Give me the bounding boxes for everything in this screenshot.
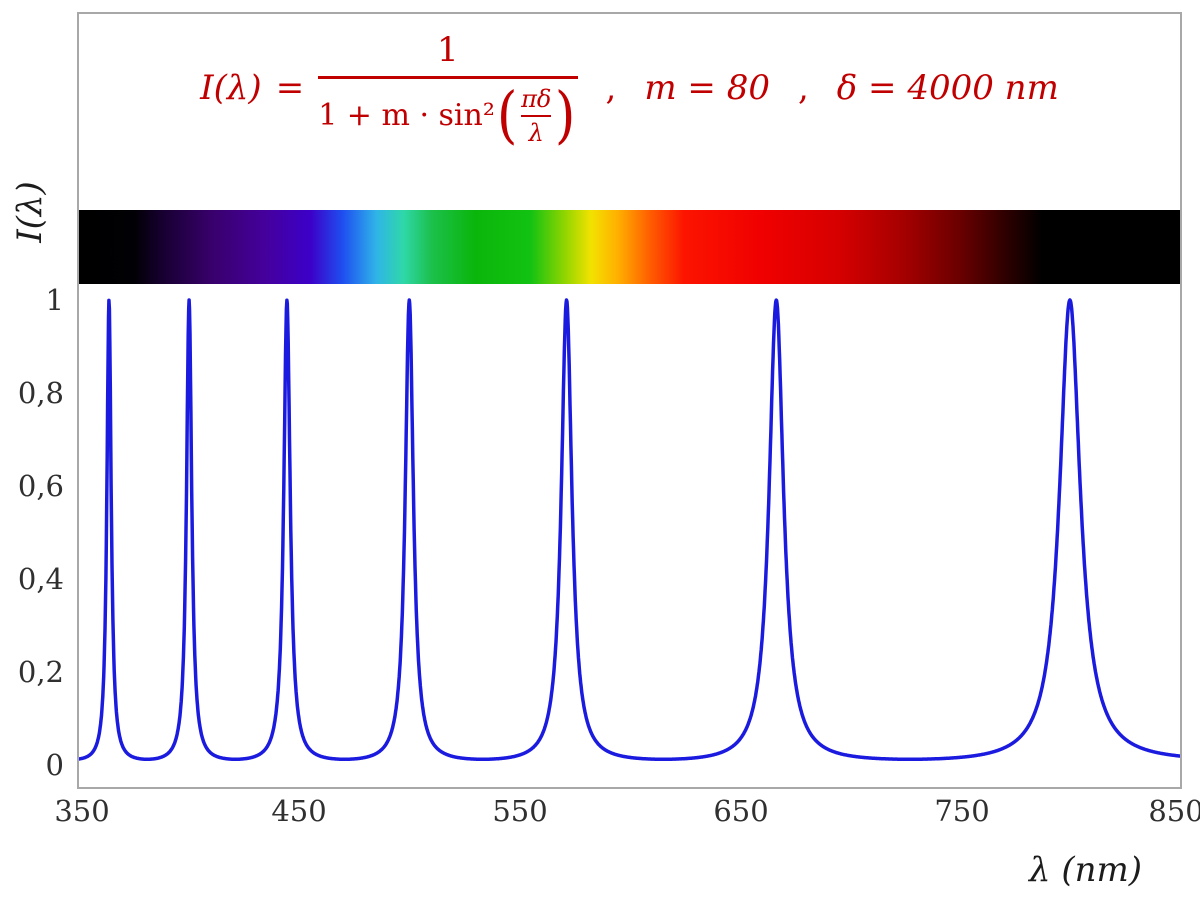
inner-numerator: πδ <box>521 84 552 113</box>
y-axis-title: I(λ) <box>10 181 50 243</box>
visible-spectrum-bar <box>79 210 1180 284</box>
fraction-numerator: 1 <box>437 30 459 70</box>
denominator-prefix: 1 + m · sin² <box>318 98 495 134</box>
x-tick-label: 350 <box>54 794 110 828</box>
x-tick-label: 650 <box>713 794 769 828</box>
x-axis-title: λ (nm) <box>1028 850 1142 890</box>
airy-transmission-curve <box>79 298 1180 762</box>
formula: I(λ) = 1 1 + m · sin² ( πδ λ ) , m = 80 <box>79 30 1180 147</box>
formula-fraction: 1 1 + m · sin² ( πδ λ ) <box>318 30 578 152</box>
close-paren: ) <box>555 78 576 152</box>
y-tick-label: 0,2 <box>17 655 64 689</box>
formula-separator: , <box>605 68 617 109</box>
plot-area: I(λ) = 1 1 + m · sin² ( πδ λ ) , m = 80 <box>77 12 1182 789</box>
formula-separator: , <box>797 68 809 109</box>
formula-delta-value: δ = 4000 nm <box>836 68 1059 109</box>
x-tick-label: 850 <box>1148 794 1200 828</box>
inner-denominator: λ <box>528 118 544 147</box>
y-tick-label: 0,4 <box>17 562 64 596</box>
formula-equals: = <box>275 68 305 109</box>
y-tick-label: 0,8 <box>17 376 64 410</box>
y-tick-label: 0 <box>45 748 64 782</box>
inner-fraction: πδ λ <box>521 84 552 147</box>
x-tick-label: 750 <box>934 794 990 828</box>
inner-fraction-bar <box>521 114 552 117</box>
y-tick-label: 1 <box>45 283 64 317</box>
formula-m-value: m = 80 <box>644 68 770 109</box>
x-tick-label: 550 <box>492 794 548 828</box>
fraction-bar <box>318 75 578 79</box>
open-paren: ( <box>496 78 518 152</box>
curve-svg <box>79 298 1180 762</box>
x-tick-label: 450 <box>271 794 327 828</box>
y-tick-label: 0,6 <box>17 469 64 503</box>
fraction-denominator: 1 + m · sin² ( πδ λ ) <box>318 78 577 152</box>
formula-lhs: I(λ) <box>200 68 262 109</box>
